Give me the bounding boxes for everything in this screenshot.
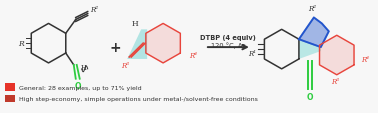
Text: R⁴: R⁴ xyxy=(189,52,197,59)
Polygon shape xyxy=(146,24,180,63)
Polygon shape xyxy=(299,18,329,48)
Text: R³: R³ xyxy=(331,77,339,85)
Polygon shape xyxy=(127,30,147,59)
Text: R¹: R¹ xyxy=(248,50,256,58)
Text: DTBP (4 equiv): DTBP (4 equiv) xyxy=(200,35,256,41)
Bar xyxy=(5,95,15,102)
Text: 120 °C, Ar: 120 °C, Ar xyxy=(211,42,245,49)
Bar xyxy=(5,83,15,91)
Text: O: O xyxy=(307,92,313,101)
Text: R³: R³ xyxy=(121,61,129,69)
Text: H: H xyxy=(132,20,138,28)
Text: R⁴: R⁴ xyxy=(361,55,369,63)
Text: R²: R² xyxy=(90,6,98,13)
Polygon shape xyxy=(299,40,321,59)
Text: High step-economy, simple operations under metal-/solvent-free conditions: High step-economy, simple operations und… xyxy=(19,97,257,102)
Text: +: + xyxy=(110,41,121,55)
Polygon shape xyxy=(319,36,354,75)
Text: R: R xyxy=(18,40,23,48)
Text: H: H xyxy=(81,63,87,71)
Text: General: 28 examples, up to 71% yield: General: 28 examples, up to 71% yield xyxy=(19,85,141,90)
Text: R²: R² xyxy=(308,5,316,12)
Text: O: O xyxy=(74,81,81,90)
